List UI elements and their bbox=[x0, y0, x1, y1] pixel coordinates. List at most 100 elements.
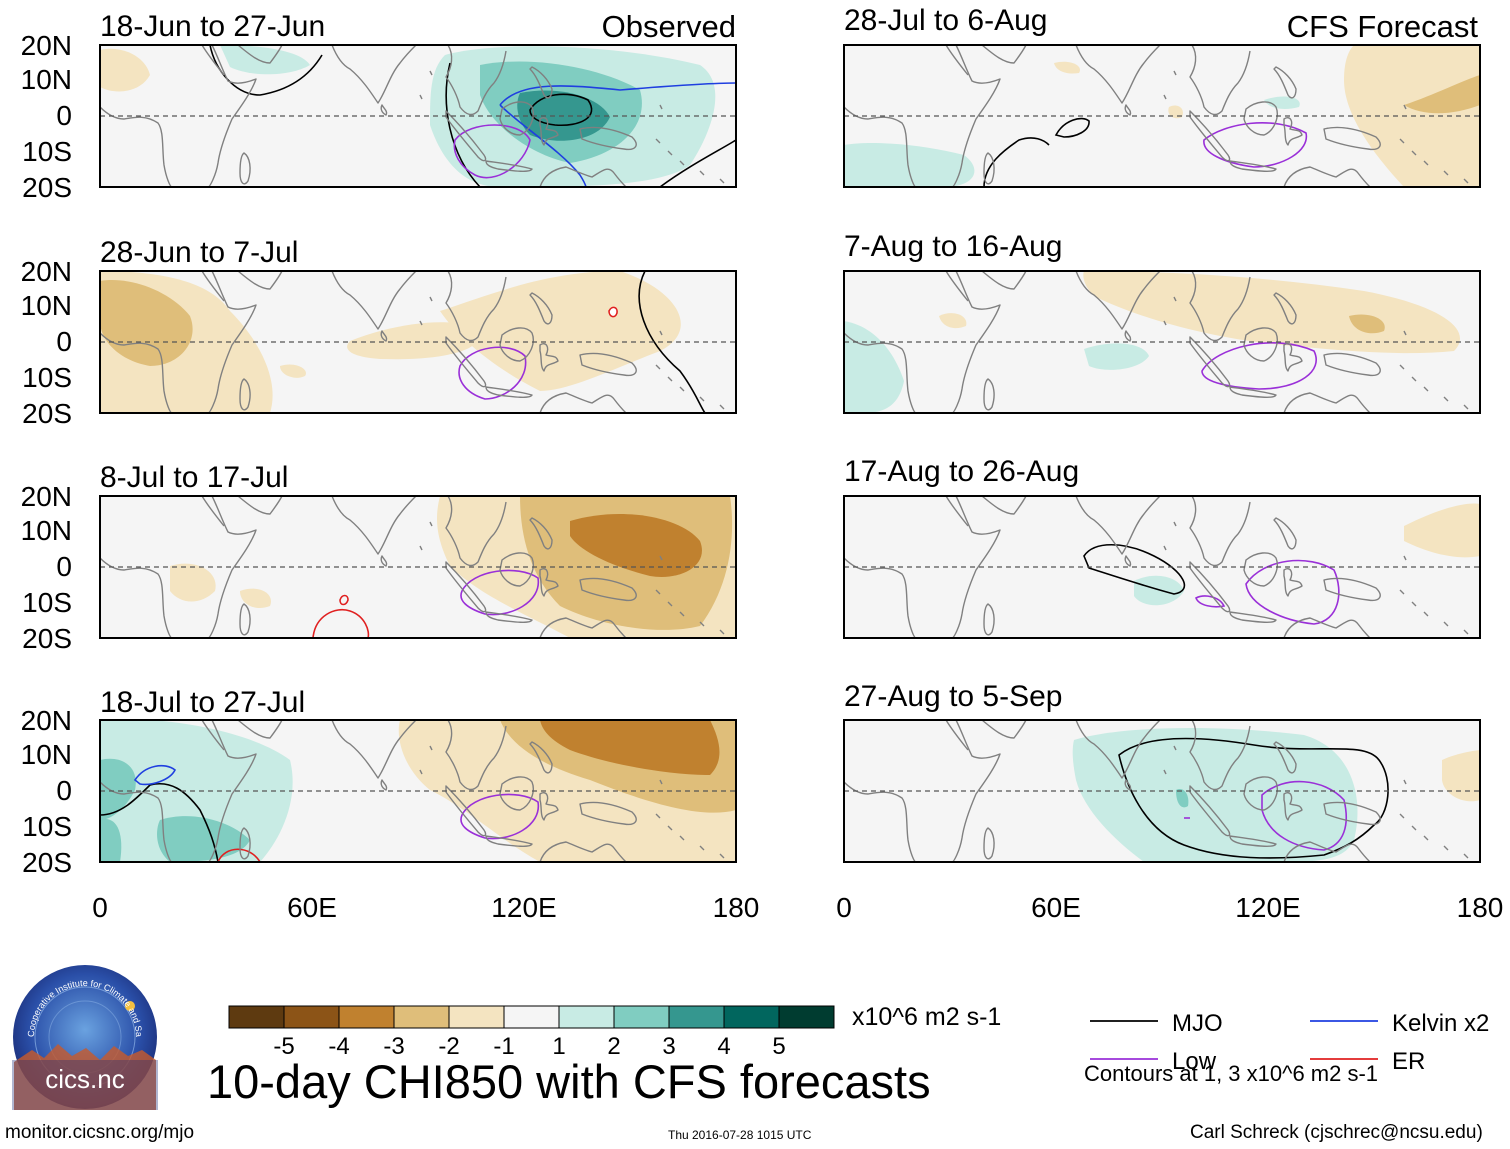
lat-label: 10N bbox=[21, 515, 72, 546]
contours bbox=[458, 270, 706, 414]
panel-fc-1: 28-Jul to 6-Aug CFS Forecast bbox=[843, 4, 1481, 188]
lat-labels-panel-4: 20N 10N 0 10S 20S bbox=[21, 705, 72, 878]
lat-label: 20S bbox=[22, 847, 72, 878]
footer-url[interactable]: monitor.cicsnc.org/mjo bbox=[5, 1122, 195, 1143]
panel-obs-1: 18-Jun to 27-Jun Observed bbox=[99, 9, 737, 188]
colorbar-swatch bbox=[338, 1005, 395, 1029]
lon-label: 0 bbox=[836, 892, 852, 923]
contours bbox=[983, 117, 1307, 188]
panel-date-label: 18-Jun to 27-Jun bbox=[100, 10, 325, 43]
footer-author: Carl Schreck (cjschrec@ncsu.edu) bbox=[1190, 1122, 1483, 1143]
colorbar-swatch bbox=[283, 1005, 340, 1029]
lat-label: 10N bbox=[21, 64, 72, 95]
lon-axis-left: 0 60E 120E 180 bbox=[92, 892, 759, 923]
colorbar-tick-label: 1 bbox=[552, 1033, 565, 1060]
colorbar-swatch bbox=[668, 1005, 725, 1029]
colorbar-units: x10^6 m2 s-1 bbox=[852, 1003, 1002, 1031]
anomaly-shading bbox=[100, 45, 716, 187]
lat-label: 10S bbox=[22, 587, 72, 618]
colorbar: -5 -4 -3 -2 -1 1 2 3 4 5 bbox=[228, 1005, 835, 1060]
anomaly-shading bbox=[170, 496, 736, 638]
colorbar-tick-label: 5 bbox=[772, 1033, 785, 1060]
colorbar-swatch bbox=[393, 1005, 450, 1029]
colorbar-tick-label: 4 bbox=[717, 1033, 730, 1060]
panel-fc-3: 17-Aug to 26-Aug bbox=[843, 455, 1481, 639]
legend-item-er: ER bbox=[1310, 1048, 1425, 1075]
lat-label: 0 bbox=[56, 551, 72, 582]
lat-label: 0 bbox=[56, 775, 72, 806]
lat-labels-panel-1: 20N 10N 0 10S 20S bbox=[21, 30, 72, 203]
lat-label: 20N bbox=[21, 481, 72, 512]
colorbar-tick-label: -5 bbox=[273, 1033, 294, 1060]
colorbar-tick-label: -3 bbox=[383, 1033, 404, 1060]
panel-obs-2: 28-Jun to 7-Jul bbox=[99, 236, 737, 414]
lat-label: 20N bbox=[21, 30, 72, 61]
contours bbox=[312, 569, 539, 639]
lat-label: 10N bbox=[21, 290, 72, 321]
panel-fc-2: 7-Aug to 16-Aug bbox=[843, 230, 1481, 414]
anomaly-shading bbox=[1072, 728, 1480, 862]
panel-date-label: 27-Aug to 5-Sep bbox=[844, 680, 1062, 713]
lon-label: 60E bbox=[287, 892, 337, 923]
lon-label: 180 bbox=[713, 892, 760, 923]
colorbar-swatch bbox=[723, 1005, 780, 1029]
panel-date-label: 28-Jul to 6-Aug bbox=[844, 4, 1047, 37]
legend-label: Low bbox=[1172, 1048, 1217, 1075]
cics-logo: Cooperative Institute for Climate and Sa… bbox=[12, 964, 158, 1110]
lat-axis-left: 20N 10N 0 10S 20S 20N 10N 0 10S 20S 20N … bbox=[21, 30, 72, 878]
lat-label: 20N bbox=[21, 256, 72, 287]
anomaly-shading bbox=[100, 271, 681, 413]
lat-label: 10S bbox=[22, 362, 72, 393]
lat-label: 0 bbox=[56, 326, 72, 357]
lat-label: 10S bbox=[22, 811, 72, 842]
lon-axis-right: 0 60E 120E 180 bbox=[836, 892, 1503, 923]
panel-date-label: 7-Aug to 16-Aug bbox=[844, 230, 1062, 263]
panel-date-label: 18-Jul to 27-Jul bbox=[100, 686, 305, 719]
map-panels: 18-Jun to 27-Jun Observed bbox=[21, 4, 1504, 923]
contours bbox=[1083, 543, 1340, 625]
panel-obs-3: 8-Jul to 17-Jul bbox=[99, 461, 737, 639]
colorbar-swatch bbox=[503, 1005, 560, 1029]
contours bbox=[1201, 342, 1317, 390]
contours bbox=[209, 44, 737, 188]
anomaly-shading bbox=[100, 720, 736, 862]
panel-tag: Observed bbox=[602, 9, 736, 44]
colorbar-labels: -5 -4 -3 -2 -1 1 2 3 4 5 bbox=[273, 1033, 785, 1060]
lon-label: 60E bbox=[1031, 892, 1081, 923]
panel-date-label: 8-Jul to 17-Jul bbox=[100, 461, 288, 494]
legend-item-kelvin: Kelvin x2 bbox=[1310, 1010, 1489, 1037]
logo-text: cics.nc bbox=[45, 1064, 124, 1094]
panel-fc-4: 27-Aug to 5-Sep bbox=[843, 680, 1481, 863]
lat-label: 20S bbox=[22, 398, 72, 429]
panel-tag: CFS Forecast bbox=[1287, 9, 1479, 44]
colorbar-swatch bbox=[448, 1005, 505, 1029]
panel-obs-4: 18-Jul to 27-Jul bbox=[99, 686, 737, 863]
lat-labels-panel-2: 20N 10N 0 10S 20S bbox=[21, 256, 72, 429]
legend-label: Kelvin x2 bbox=[1392, 1010, 1489, 1037]
colorbar-tick-label: 2 bbox=[607, 1033, 620, 1060]
legend-label: ER bbox=[1392, 1048, 1425, 1075]
legend-item-low: Low bbox=[1090, 1048, 1217, 1075]
colorbar-tick-label: -2 bbox=[438, 1033, 459, 1060]
lon-label: 120E bbox=[491, 892, 556, 923]
contour-note: Contours at 1, 3 x10^6 m2 s-1 bbox=[1084, 1061, 1379, 1086]
lat-labels-panel-3: 20N 10N 0 10S 20S bbox=[21, 481, 72, 654]
contour-legend: MJO Kelvin x2 Low ER bbox=[1090, 1010, 1489, 1075]
lat-label: 20S bbox=[22, 172, 72, 203]
colorbar-boxes bbox=[228, 1005, 835, 1029]
figure-title: 10-day CHI850 with CFS forecasts bbox=[207, 1055, 931, 1108]
colorbar-swatch bbox=[778, 1005, 835, 1029]
lat-label: 0 bbox=[56, 100, 72, 131]
colorbar-swatch bbox=[558, 1005, 615, 1029]
lat-label: 10N bbox=[21, 739, 72, 770]
legend-item-mjo: MJO bbox=[1090, 1010, 1223, 1037]
contours bbox=[99, 764, 539, 863]
lat-label: 10S bbox=[22, 136, 72, 167]
colorbar-tick-label: -1 bbox=[493, 1033, 514, 1060]
footer-timestamp: Thu 2016-07-28 1015 UTC bbox=[668, 1128, 812, 1142]
panel-date-label: 28-Jun to 7-Jul bbox=[100, 236, 298, 269]
colorbar-swatch bbox=[613, 1005, 670, 1029]
lon-label: 180 bbox=[1457, 892, 1504, 923]
lat-label: 20N bbox=[21, 705, 72, 736]
lon-label: 120E bbox=[1235, 892, 1300, 923]
